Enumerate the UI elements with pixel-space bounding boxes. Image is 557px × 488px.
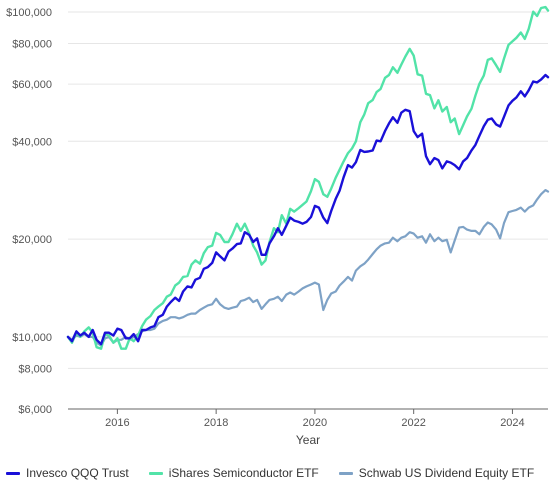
x-tick-label: 2020 — [303, 417, 327, 429]
x-tick-label: 2022 — [401, 417, 425, 429]
x-tick-label: 2024 — [500, 417, 524, 429]
x-tick-label: 2016 — [105, 417, 129, 429]
legend-label: Schwab US Dividend Equity ETF — [358, 466, 535, 480]
y-tick-label: $100,000 — [6, 7, 52, 19]
series-line — [66, 73, 550, 346]
legend-swatch — [148, 471, 163, 475]
legend: Invesco QQQ Trust iShares Semiconductor E… — [6, 466, 534, 480]
legend-item[interactable]: Schwab US Dividend Equity ETF — [338, 466, 535, 480]
y-axis-tick-labels: $6,000 $8,000 $10,000 $20,000 $40,000 $60,000… — [6, 7, 52, 416]
x-tick-label: 2018 — [204, 417, 228, 429]
x-axis — [68, 408, 548, 414]
legend-swatch — [6, 471, 20, 475]
legend-item[interactable]: Invesco QQQ Trust — [6, 466, 129, 480]
y-tick-label: $40,000 — [12, 136, 52, 148]
legend-item[interactable]: iShares Semiconductor ETF — [148, 466, 319, 480]
y-tick-label: $10,000 — [12, 332, 52, 344]
x-axis-title: Year — [296, 433, 320, 447]
legend-label: Invesco QQQ Trust — [26, 466, 129, 480]
grid-lines — [68, 11, 548, 410]
y-tick-label: $6,000 — [18, 404, 52, 416]
legend-label: iShares Semiconductor ETF — [168, 466, 319, 480]
series-line — [66, 5, 550, 350]
y-tick-label: $20,000 — [12, 234, 52, 246]
y-tick-label: $8,000 — [18, 363, 52, 375]
y-tick-label: $60,000 — [12, 79, 52, 91]
x-axis-tick-labels: 2016 2018 2020 2022 2024 — [105, 417, 525, 429]
legend-swatch — [338, 471, 353, 475]
y-tick-label: $80,000 — [12, 38, 52, 50]
series-lines — [66, 5, 550, 350]
line-chart: $6,000 $8,000 $10,000 $20,000 $40,000 $60,000… — [6, 5, 550, 447]
series-line — [66, 189, 550, 347]
